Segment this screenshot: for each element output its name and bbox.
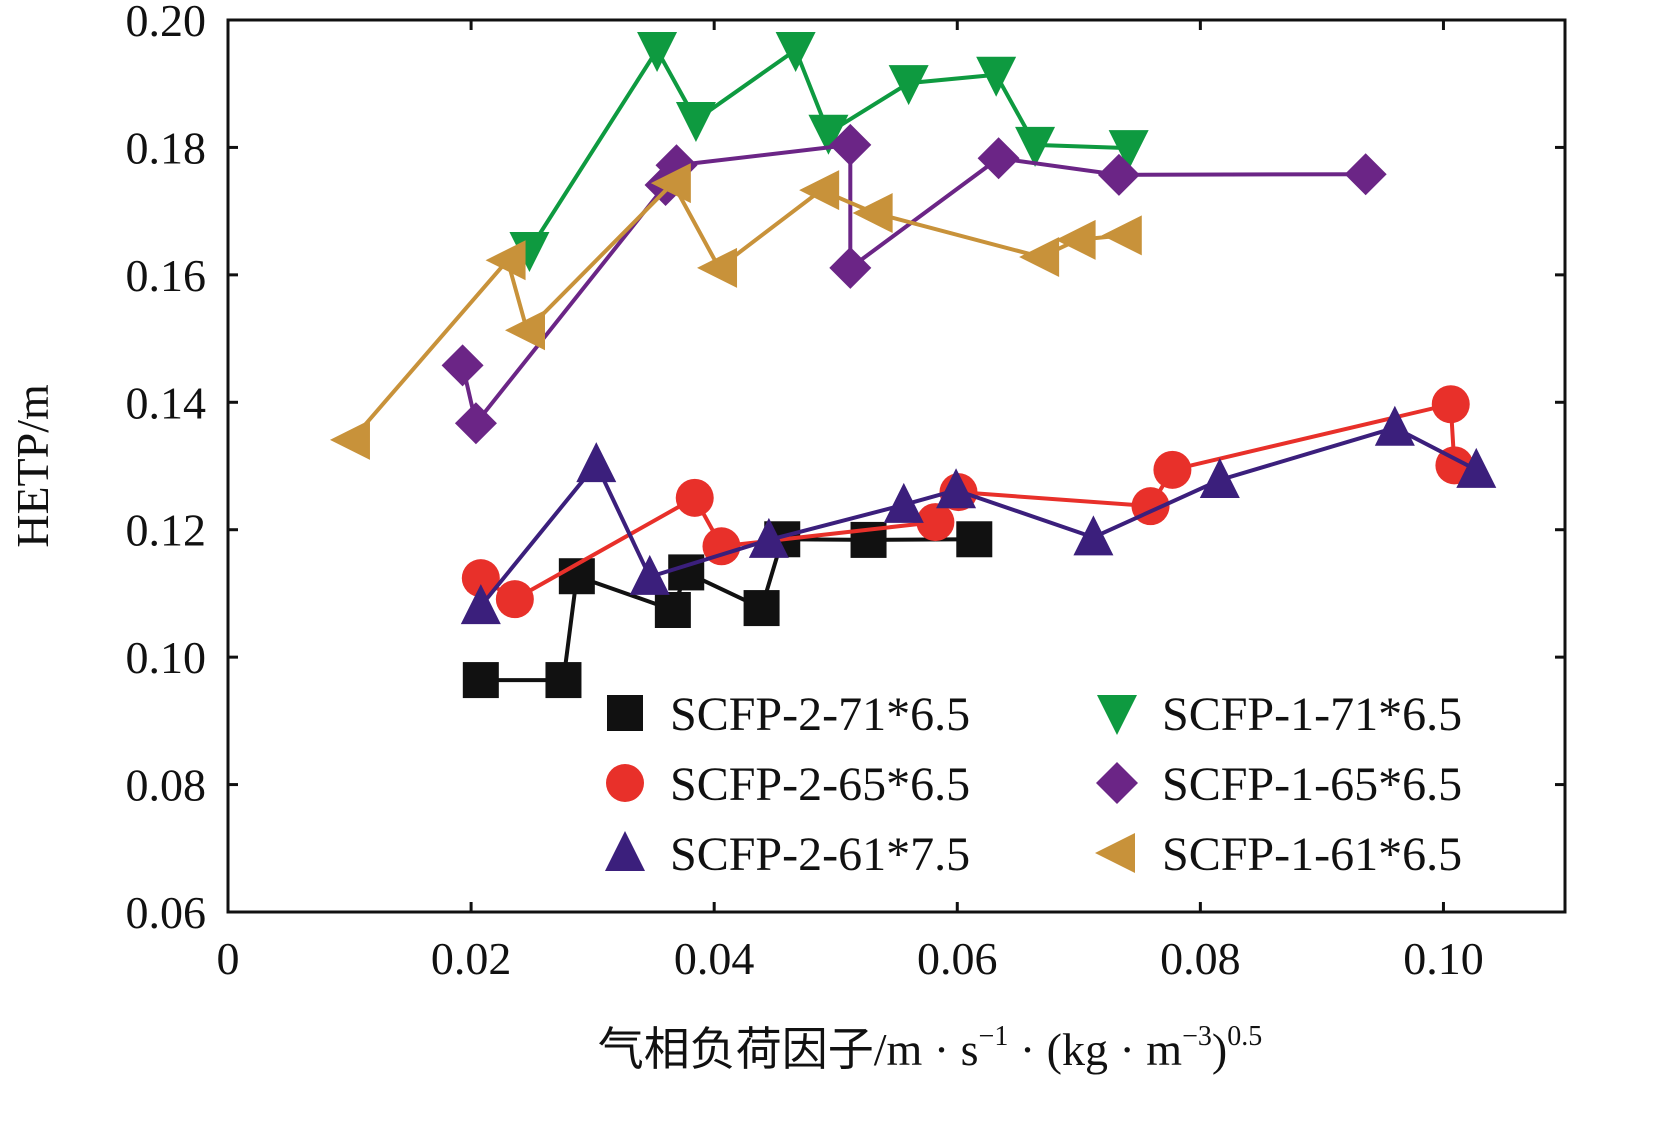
triangle-up-marker [936, 468, 977, 509]
triangle-down-marker [637, 31, 678, 72]
x-tick-label: 0 [217, 933, 240, 984]
triangle-up-marker [1199, 458, 1240, 499]
triangle-left-marker [799, 170, 840, 211]
triangle-left-marker [1019, 237, 1060, 278]
triangle-up-marker [605, 831, 645, 871]
triangle-down-marker [775, 31, 816, 72]
square-marker [743, 590, 780, 627]
y-tick-label: 0.18 [126, 122, 207, 173]
plot-frame [226, 18, 1567, 914]
triangle-up-marker [1374, 405, 1415, 446]
triangle-up-marker [629, 554, 670, 595]
x-tick-label: 0.08 [1160, 933, 1241, 984]
triangle-up-marker [576, 442, 617, 483]
diamond-marker [829, 123, 872, 166]
circle-marker [916, 503, 955, 542]
legend: SCFP-2-71*6.5 SCFP-2-65*6.5 SCFP-2-61*7.5 S… [605, 688, 1462, 881]
x-tick-label: 0.06 [917, 933, 998, 984]
y-tick-label: 0.16 [126, 250, 207, 301]
triangle-left-marker [1095, 833, 1135, 873]
series-line [479, 425, 1478, 608]
legend-label: SCFP-1-61*6.5 [1162, 828, 1462, 881]
circle-marker [495, 580, 534, 619]
square-marker [956, 521, 993, 558]
triangle-left-marker [485, 240, 526, 281]
triangle-down-marker [1015, 126, 1056, 167]
triangle-up-marker [1073, 515, 1114, 556]
diamond-marker [1344, 153, 1387, 196]
x-axis-label-part: 0.5 [1227, 1021, 1262, 1052]
triangle-up-marker [1456, 447, 1497, 488]
y-tick-label: 0.20 [126, 0, 207, 46]
triangle-down-marker [808, 114, 849, 155]
diamond-marker [441, 344, 484, 387]
triangle-up-marker [883, 482, 924, 523]
square-marker [545, 662, 582, 699]
x-axis-label-part: −3 [1182, 1021, 1212, 1052]
x-axis-label-part: 气相负荷因子/m · s [598, 1024, 979, 1075]
circle-marker [1431, 385, 1470, 424]
triangle-down-marker [888, 65, 929, 106]
x-axis-label-part: ) [1212, 1024, 1227, 1075]
circle-marker [675, 478, 714, 517]
series-SCFP-2-71*6.5 [462, 521, 993, 699]
triangle-left-marker [1101, 215, 1142, 256]
triangle-down-marker [976, 56, 1017, 97]
circle-marker [1153, 450, 1192, 489]
square-marker [607, 695, 643, 731]
series-SCFP-1-65*6.5 [441, 123, 1387, 445]
y-tick-label: 0.08 [126, 760, 207, 811]
x-tick-label: 0.02 [431, 933, 512, 984]
diamond-marker [1097, 153, 1140, 196]
diamond-marker [829, 246, 872, 289]
y-tick-label: 0.12 [126, 505, 207, 556]
series-SCFP-2-61*7.5 [460, 405, 1497, 625]
series-SCFP-1-71*6.5 [509, 31, 1149, 273]
triangle-left-marker [650, 163, 691, 204]
square-marker [462, 662, 499, 699]
triangle-left-marker [852, 193, 893, 234]
series-SCFP-1-61*6.5 [329, 163, 1142, 460]
axes: 0 0.02 0.04 0.06 0.08 0.10 0.06 0.08 0.10 0.12 0.1… [126, 0, 1567, 984]
y-axis-label: HETP/m [7, 384, 58, 548]
x-axis-label-part: · (kg · m [1008, 1024, 1182, 1075]
diamond-marker [977, 137, 1020, 180]
triangle-up-marker [460, 584, 501, 625]
legend-label: SCFP-2-71*6.5 [670, 688, 970, 741]
circle-marker [606, 764, 644, 802]
triangle-down-marker [1097, 695, 1137, 735]
series-layer [329, 31, 1497, 699]
triangle-left-marker [697, 247, 738, 288]
legend-label: SCFP-2-61*7.5 [670, 828, 970, 881]
legend-label: SCFP-1-65*6.5 [1162, 758, 1462, 811]
legend-label: SCFP-1-71*6.5 [1162, 688, 1462, 741]
triangle-down-marker [509, 232, 550, 273]
y-tick-label: 0.14 [126, 377, 207, 428]
triangle-left-marker [329, 419, 370, 460]
triangle-up-marker [748, 517, 789, 558]
diamond-marker [454, 402, 497, 445]
triangle-left-marker [505, 310, 546, 351]
x-axis-label: 气相负荷因子/m · s−1 · (kg · m−3)0.5 [598, 1021, 1262, 1075]
x-tick-label: 0.10 [1403, 933, 1484, 984]
diamond-marker [1096, 762, 1138, 804]
x-tick-label: 0.04 [674, 933, 755, 984]
y-tick-label: 0.06 [126, 887, 207, 938]
triangle-down-marker [675, 102, 716, 143]
series-line [350, 179, 1124, 442]
legend-label: SCFP-2-65*6.5 [670, 758, 970, 811]
circle-marker [461, 559, 500, 598]
triangle-down-marker [1108, 130, 1149, 171]
triangle-left-marker [1055, 219, 1096, 260]
y-tick-label: 0.10 [126, 632, 207, 683]
x-axis-label-part: −1 [979, 1021, 1009, 1052]
square-marker [654, 591, 691, 628]
series-line [460, 142, 1366, 428]
